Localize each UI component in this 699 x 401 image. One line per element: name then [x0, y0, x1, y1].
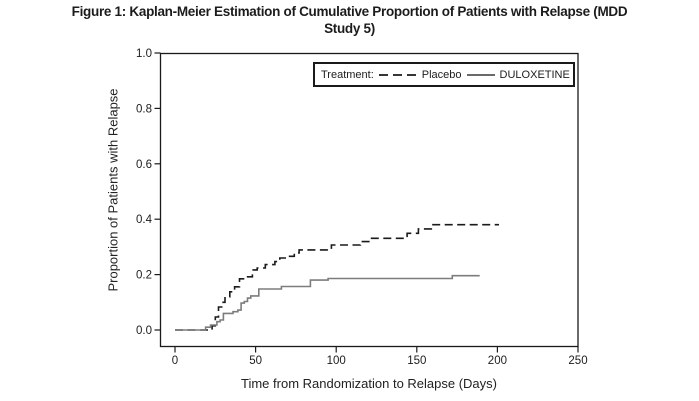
y-axis-title: Proportion of Patients with Relapse [105, 88, 121, 292]
duloxetine-solid-line-sample [466, 73, 495, 76]
figure-title-line2: Study 5) [324, 21, 375, 36]
placebo-dashed-line-sample [378, 73, 417, 76]
plot-frame [159, 52, 579, 348]
x-tick-label: 100 [327, 355, 346, 367]
y-tick-label: 0.2 [136, 270, 152, 282]
placebo-curve [175, 223, 499, 331]
figure-title: Figure 1: Kaplan-Meier Estimation of Cum… [0, 3, 699, 37]
y-tick-label: 1.0 [136, 48, 152, 60]
x-tick-label: 200 [488, 355, 507, 367]
x-tick-label: 150 [407, 355, 426, 367]
legend-label-placebo: Placebo [421, 68, 462, 81]
x-tick-label: 0 [172, 355, 178, 367]
y-tick-label: 0.4 [136, 214, 153, 226]
x-axis-title: Time from Randomization to Relapse (Days… [241, 376, 497, 391]
legend-box: Treatment: Placebo DULOXETINE [313, 62, 575, 87]
legend-title: Treatment: [321, 68, 374, 81]
y-tick-label: 0.6 [136, 159, 152, 171]
legend-label-duloxetine: DULOXETINE [499, 68, 570, 81]
x-tick-label: 250 [568, 355, 587, 367]
x-tick-label: 50 [249, 355, 262, 367]
duloxetine-curve [175, 274, 480, 331]
y-tick-label: 0.0 [136, 325, 152, 337]
figure-title-line1: Figure 1: Kaplan-Meier Estimation of Cum… [71, 4, 628, 19]
y-tick-label: 0.8 [136, 103, 152, 115]
